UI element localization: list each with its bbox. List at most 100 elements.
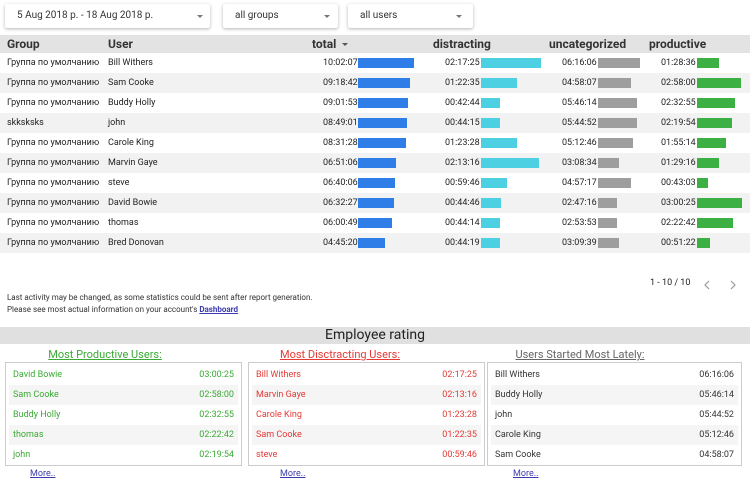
time-bar — [481, 118, 501, 128]
time-cell: 04:57:17 — [562, 178, 597, 188]
panel-name: David Bowie — [13, 370, 63, 380]
filter-text: all users — [360, 10, 398, 21]
panel-row[interactable]: Buddy Holly 02:32:55 — [9, 405, 238, 425]
table-row[interactable]: Группа по умолчанию Marvin Gaye 06:51:06 02… — [0, 153, 750, 173]
panel-row[interactable]: Bill Withers 06:16:06 — [491, 365, 738, 385]
group-cell: Группа по умолчанию — [7, 58, 100, 68]
time-cell: 04:58:07 — [562, 78, 597, 88]
time-cell: 03:00:25 — [661, 198, 696, 208]
panel-time: 04:58:07 — [699, 450, 734, 460]
user-filter[interactable]: all users — [348, 4, 473, 28]
time-cell: 03:09:39 — [562, 238, 597, 248]
dashboard-link[interactable]: Dashboard — [199, 305, 239, 314]
time-bar — [358, 138, 406, 148]
table-row[interactable]: Группа по умолчанию Carole King 08:31:28 01… — [0, 133, 750, 153]
header-cell[interactable]: distracting — [433, 37, 491, 51]
time-cell: 01:55:14 — [661, 138, 696, 148]
time-bar — [598, 58, 640, 68]
group-cell: Группа по умолчанию — [7, 198, 100, 208]
caret — [324, 15, 330, 18]
next-page[interactable] — [730, 280, 736, 290]
time-cell: 01:22:35 — [445, 78, 480, 88]
user-cell: Bred Donovan — [108, 238, 164, 248]
prev-page[interactable] — [704, 280, 710, 290]
time-bar — [358, 98, 409, 108]
header-cell[interactable]: uncategorized — [549, 37, 627, 51]
panel-name: Bill Withers — [495, 370, 540, 380]
panel-name: Carole King — [495, 430, 541, 440]
user-cell: Sam Cooke — [108, 78, 154, 88]
time-bar — [481, 98, 500, 108]
panel-row[interactable]: Sam Cooke 02:58:00 — [9, 385, 238, 405]
time-cell: 02:47:16 — [562, 198, 597, 208]
time-cell: 02:17:25 — [445, 58, 480, 68]
panel-row[interactable]: Marvin Gaye 02:13:16 — [252, 385, 481, 405]
panel-time: 05:44:52 — [699, 410, 734, 420]
time-bar — [358, 118, 408, 128]
filter-text: all groups — [235, 10, 279, 21]
time-cell: 06:32:27 — [323, 198, 358, 208]
panel-time: 03:00:25 — [199, 370, 234, 380]
header-cell[interactable]: productive — [649, 37, 707, 51]
panel-time: 00:59:46 — [442, 450, 477, 460]
time-bar — [481, 138, 518, 148]
panel-row[interactable]: john 05:44:52 — [491, 405, 738, 425]
user-cell: Carole King — [108, 138, 154, 148]
time-bar — [481, 198, 501, 208]
time-bar — [358, 238, 385, 248]
more-link[interactable]: More.. — [30, 469, 56, 479]
panel-time: 02:32:55 — [199, 410, 234, 420]
user-cell: David Bowie — [108, 198, 158, 208]
panel-row[interactable]: Carole King 01:23:28 — [252, 405, 481, 425]
panel-title: Most Productive Users: — [48, 348, 162, 361]
date-filter[interactable]: 5 Aug 2018 р. - 18 Aug 2018 р. — [5, 4, 210, 28]
time-cell: 09:18:42 — [323, 78, 358, 88]
time-bar — [697, 118, 732, 128]
panel-box: Bill Withers 06:16:06 Buddy Holly 05:46:14 j… — [487, 362, 742, 466]
panel-name: Bill Withers — [256, 370, 301, 380]
table-row[interactable]: Группа по умолчанию David Bowie 06:32:27 00… — [0, 193, 750, 213]
table-row[interactable]: Группа по умолчанию Buddy Holly 09:01:53 00… — [0, 93, 750, 113]
time-bar — [358, 78, 410, 88]
more-link[interactable]: More.. — [280, 469, 306, 479]
time-bar — [481, 238, 501, 248]
panel-name: steve — [256, 450, 278, 460]
table-row[interactable]: Группа по умолчанию thomas 06:00:49 00:44:1… — [0, 213, 750, 233]
time-bar — [697, 218, 733, 228]
time-cell: 00:43:03 — [661, 178, 696, 188]
panel-time: 05:12:46 — [699, 430, 734, 440]
time-bar — [481, 178, 508, 188]
header-cell[interactable]: Group — [7, 37, 40, 51]
panel-row[interactable]: john 02:19:54 — [9, 445, 238, 465]
time-cell: 00:44:14 — [445, 218, 480, 228]
time-bar — [697, 198, 742, 208]
panel-name: Sam Cooke — [13, 390, 59, 400]
table-row[interactable]: Группа по умолчанию Bill Withers 10:02:07 0… — [0, 53, 750, 73]
header-cell[interactable]: total — [312, 37, 337, 51]
time-cell: 02:13:16 — [445, 158, 480, 168]
time-cell: 06:51:06 — [323, 158, 358, 168]
panel-row[interactable]: Carole King 05:12:46 — [491, 425, 738, 445]
panel-row[interactable]: thomas 02:22:42 — [9, 425, 238, 445]
panel-time: 02:22:42 — [199, 430, 234, 440]
table-row[interactable]: Группа по умолчанию Bred Donovan 04:45:20 0… — [0, 233, 750, 253]
filter-text: 5 Aug 2018 р. - 18 Aug 2018 р. — [17, 10, 154, 21]
panel-row[interactable]: Buddy Holly 05:46:14 — [491, 385, 738, 405]
table-row[interactable]: Группа по умолчанию steve 06:40:06 00:59:46… — [0, 173, 750, 193]
group-cell: Группа по умолчанию — [7, 238, 100, 248]
sort-indicator — [342, 43, 348, 46]
panel-row[interactable]: David Bowie 03:00:25 — [9, 365, 238, 385]
header-cell[interactable]: User — [108, 37, 133, 51]
time-cell: 06:40:06 — [323, 178, 358, 188]
panel-row[interactable]: Sam Cooke 04:58:07 — [491, 445, 738, 465]
time-bar — [598, 198, 617, 208]
more-link[interactable]: More.. — [513, 469, 539, 479]
panel-row[interactable]: Sam Cooke 01:22:35 — [252, 425, 481, 445]
time-cell: 05:46:14 — [562, 98, 597, 108]
table-row[interactable]: Группа по умолчанию Sam Cooke 09:18:42 01:2… — [0, 73, 750, 93]
panel-row[interactable]: Bill Withers 02:17:25 — [252, 365, 481, 385]
table-row[interactable]: skksksks john 08:49:01 00:44:15 05:44:52 02:1… — [0, 113, 750, 133]
group-filter[interactable]: all groups — [223, 4, 338, 28]
user-cell: thomas — [108, 218, 139, 228]
panel-row[interactable]: steve 00:59:46 — [252, 445, 481, 465]
